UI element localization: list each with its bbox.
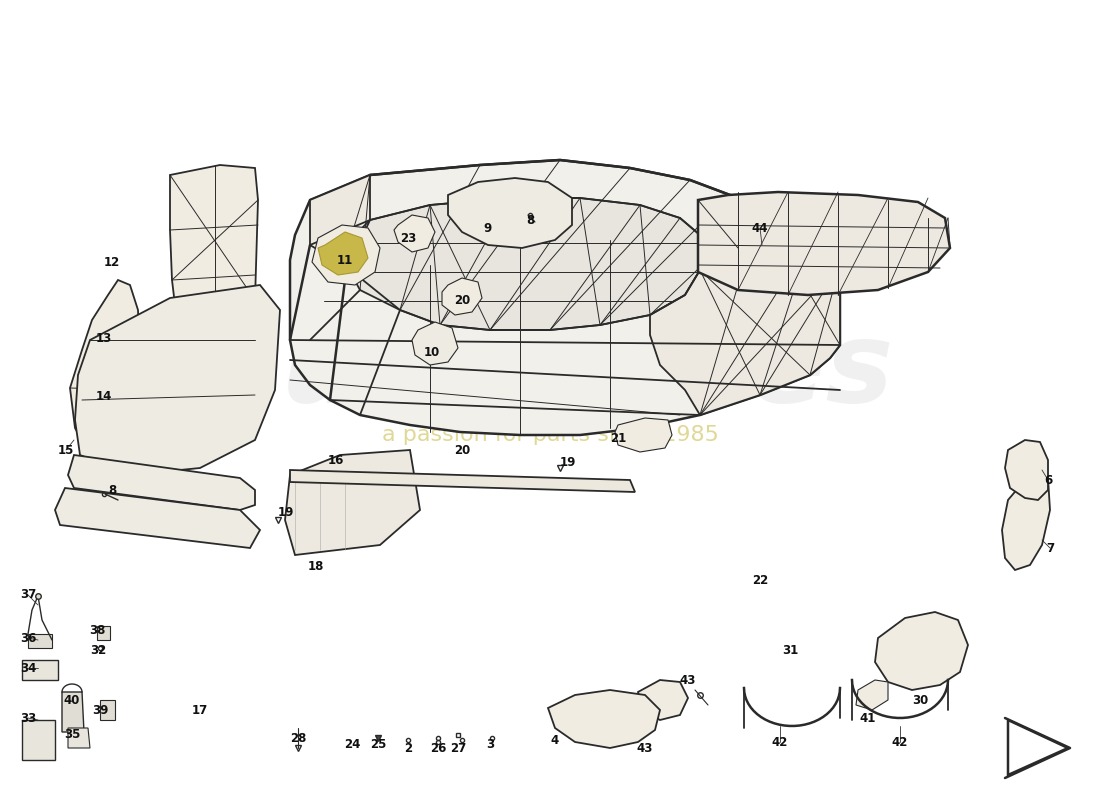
Polygon shape (55, 488, 260, 548)
Polygon shape (412, 322, 458, 365)
Text: 21: 21 (609, 431, 626, 445)
Polygon shape (290, 470, 635, 492)
Polygon shape (28, 634, 52, 648)
Text: 30: 30 (912, 694, 928, 706)
Text: 43: 43 (637, 742, 653, 754)
Text: 12: 12 (103, 255, 120, 269)
Text: 22: 22 (752, 574, 768, 586)
Text: 38: 38 (89, 623, 106, 637)
Polygon shape (698, 192, 950, 295)
Polygon shape (638, 680, 688, 720)
Text: 8: 8 (526, 214, 535, 226)
Text: 36: 36 (20, 631, 36, 645)
Text: 34: 34 (20, 662, 36, 674)
Text: 35: 35 (64, 729, 80, 742)
Text: 17: 17 (191, 703, 208, 717)
Text: 44: 44 (751, 222, 768, 234)
Text: 33: 33 (20, 711, 36, 725)
Text: 26: 26 (430, 742, 447, 754)
Text: 4: 4 (551, 734, 559, 746)
Polygon shape (548, 690, 660, 748)
Polygon shape (1005, 440, 1048, 500)
Text: 25: 25 (370, 738, 386, 751)
Text: 37: 37 (20, 589, 36, 602)
Text: 18: 18 (308, 561, 324, 574)
Text: a passion for parts since 1985: a passion for parts since 1985 (382, 425, 718, 445)
Text: 24: 24 (344, 738, 360, 751)
Polygon shape (650, 210, 840, 415)
Text: 42: 42 (772, 735, 789, 749)
Text: 3: 3 (486, 738, 494, 751)
Text: 23: 23 (400, 231, 416, 245)
Polygon shape (615, 418, 672, 452)
Text: euromares: euromares (206, 314, 894, 426)
Text: 27: 27 (450, 742, 466, 754)
Polygon shape (310, 175, 370, 245)
Polygon shape (22, 720, 55, 760)
Text: 9: 9 (484, 222, 492, 234)
Text: 2: 2 (404, 742, 412, 754)
Text: 11: 11 (337, 254, 353, 266)
Polygon shape (290, 160, 840, 435)
Polygon shape (68, 728, 90, 748)
Polygon shape (170, 165, 258, 363)
Text: 20: 20 (454, 294, 470, 306)
Text: 14: 14 (96, 390, 112, 402)
Text: 10: 10 (424, 346, 440, 358)
Text: 20: 20 (454, 443, 470, 457)
Polygon shape (442, 278, 482, 315)
Polygon shape (285, 450, 420, 555)
Polygon shape (1002, 468, 1050, 570)
Polygon shape (97, 626, 110, 640)
Polygon shape (856, 680, 888, 710)
Polygon shape (22, 660, 58, 680)
Text: 8: 8 (108, 483, 117, 497)
Text: 7: 7 (1046, 542, 1054, 554)
Polygon shape (448, 178, 572, 248)
Text: 13: 13 (96, 331, 112, 345)
Text: 6: 6 (1044, 474, 1052, 486)
Polygon shape (348, 198, 700, 330)
Polygon shape (70, 280, 140, 465)
Text: 15: 15 (58, 443, 74, 457)
Polygon shape (874, 612, 968, 690)
Polygon shape (75, 285, 280, 475)
Text: 28: 28 (289, 731, 306, 745)
Text: 32: 32 (90, 643, 106, 657)
Text: 39: 39 (91, 703, 108, 717)
Text: 43: 43 (680, 674, 696, 686)
Text: 16: 16 (328, 454, 344, 466)
Text: 19: 19 (560, 455, 576, 469)
Polygon shape (68, 455, 255, 510)
Polygon shape (394, 215, 435, 252)
Text: 42: 42 (892, 735, 909, 749)
Polygon shape (100, 700, 116, 720)
Text: 19: 19 (278, 506, 294, 519)
Text: 40: 40 (64, 694, 80, 706)
Polygon shape (318, 232, 368, 275)
Polygon shape (312, 225, 380, 285)
Text: 31: 31 (782, 643, 799, 657)
Polygon shape (62, 692, 84, 732)
Text: 41: 41 (860, 711, 877, 725)
